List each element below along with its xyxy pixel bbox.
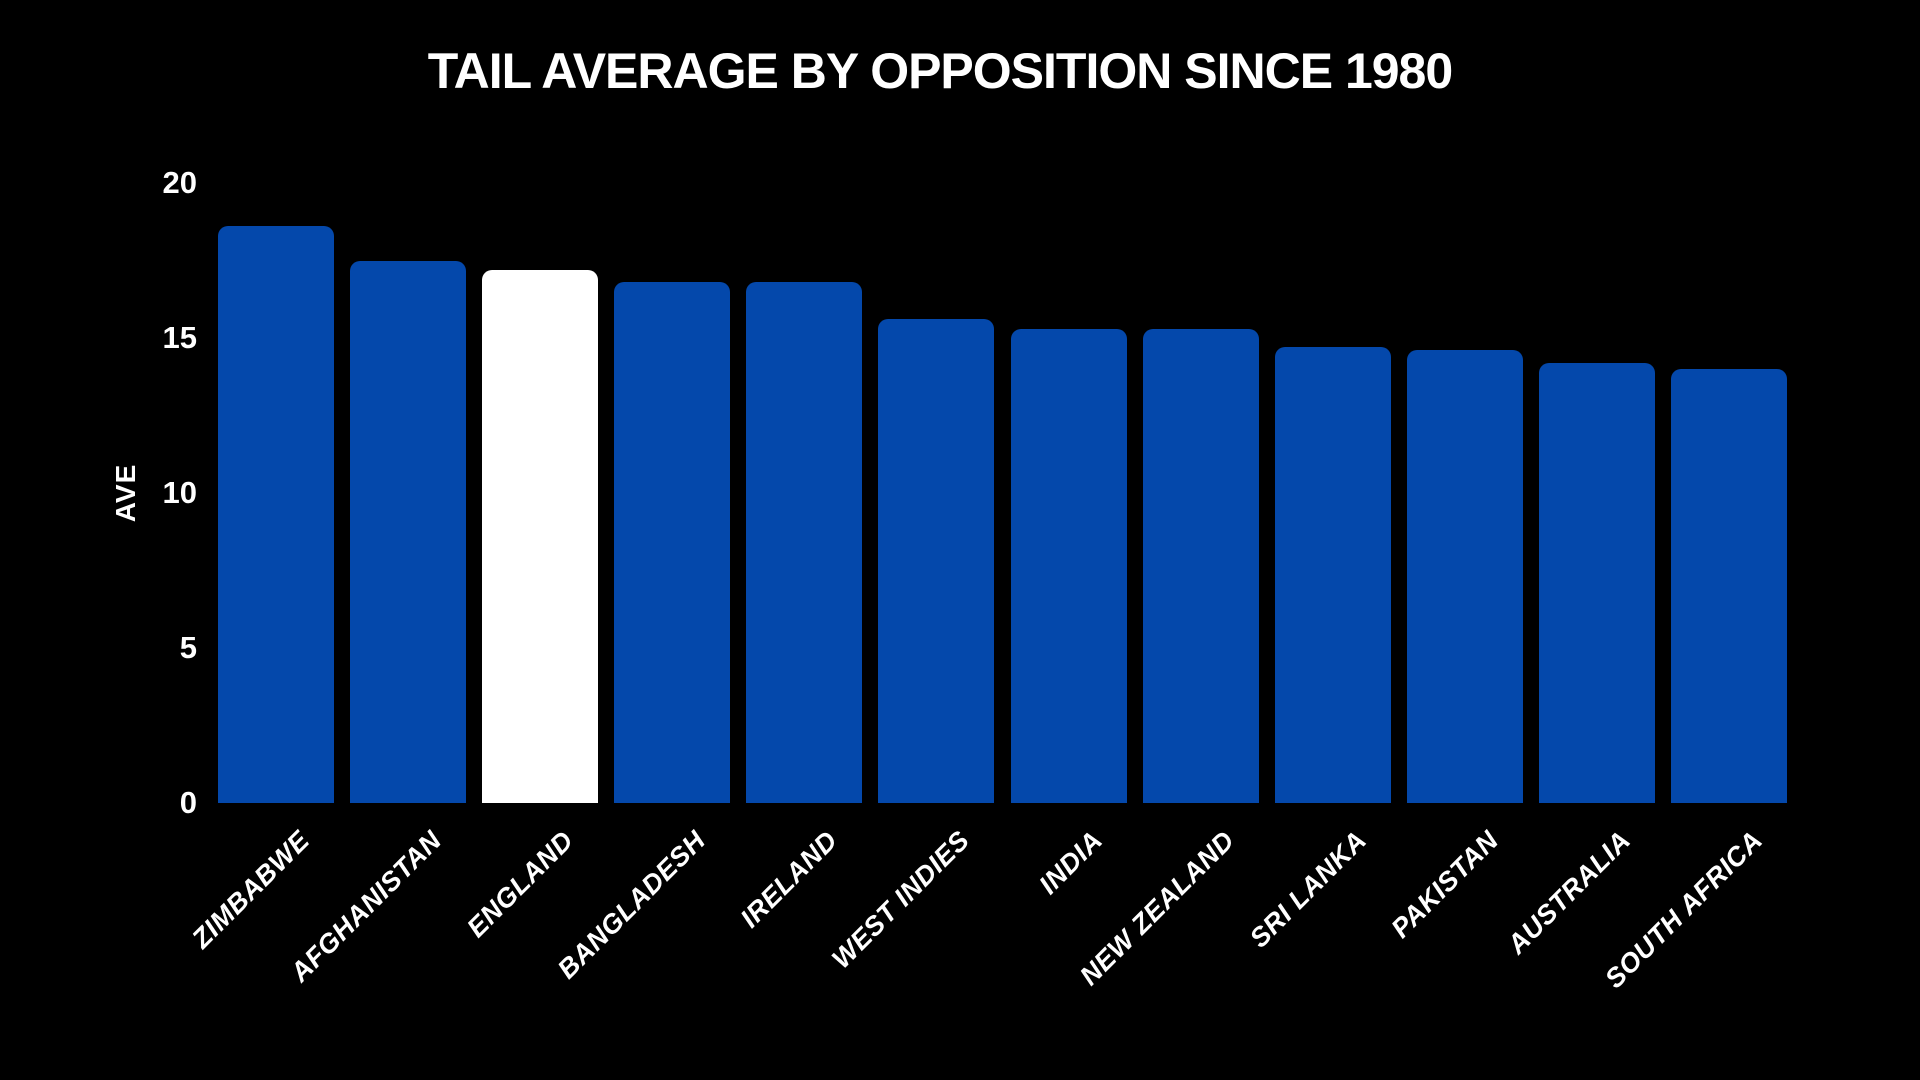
bar-england bbox=[482, 269, 599, 803]
y-tick-label-15: 15 bbox=[162, 320, 197, 355]
x-tick-label-australia: AUSTRALIA bbox=[1501, 825, 1637, 960]
x-tick-label-pakistan: PAKISTAN bbox=[1385, 825, 1505, 944]
x-tick-label-bangladesh: BANGLADESH bbox=[552, 825, 712, 985]
y-tick-label-10: 10 bbox=[162, 475, 197, 510]
bar-west-indies bbox=[878, 319, 995, 803]
plot-area bbox=[218, 183, 1787, 803]
x-tick-label-new-zealand: NEW ZEALAND bbox=[1073, 825, 1240, 992]
y-tick-label-0: 0 bbox=[179, 785, 197, 820]
x-tick-label-afghanistan: AFGHANISTAN bbox=[284, 825, 448, 988]
bar-bangladesh bbox=[614, 282, 731, 803]
chart-title: TAIL AVERAGE BY OPPOSITION SINCE 1980 bbox=[427, 43, 1453, 99]
x-tick-label-england: ENGLAND bbox=[461, 825, 580, 944]
x-tick-label-india: INDIA bbox=[1032, 825, 1108, 900]
bar-afghanistan bbox=[350, 260, 467, 803]
bar-sri-lanka bbox=[1274, 347, 1391, 803]
x-tick-label-west-indies: WEST INDIES bbox=[826, 825, 976, 975]
x-tick-label-ireland: IRELAND bbox=[735, 825, 844, 934]
bar-india bbox=[1010, 328, 1127, 803]
bar-pakistan bbox=[1406, 350, 1523, 803]
x-tick-label-south-africa: SOUTH AFRICA bbox=[1599, 825, 1769, 994]
bar-zimbabwe bbox=[218, 226, 334, 803]
bar-australia bbox=[1538, 362, 1655, 803]
x-tick-label-zimbabwe: ZIMBABWE bbox=[186, 825, 316, 955]
x-tick-label-sri-lanka: SRI LANKA bbox=[1243, 825, 1372, 954]
y-tick-label-20: 20 bbox=[162, 165, 197, 200]
bar-ireland bbox=[746, 282, 863, 803]
bar-new-zealand bbox=[1142, 328, 1259, 803]
bar-south-africa bbox=[1671, 369, 1787, 803]
y-tick-label-5: 5 bbox=[179, 630, 197, 665]
